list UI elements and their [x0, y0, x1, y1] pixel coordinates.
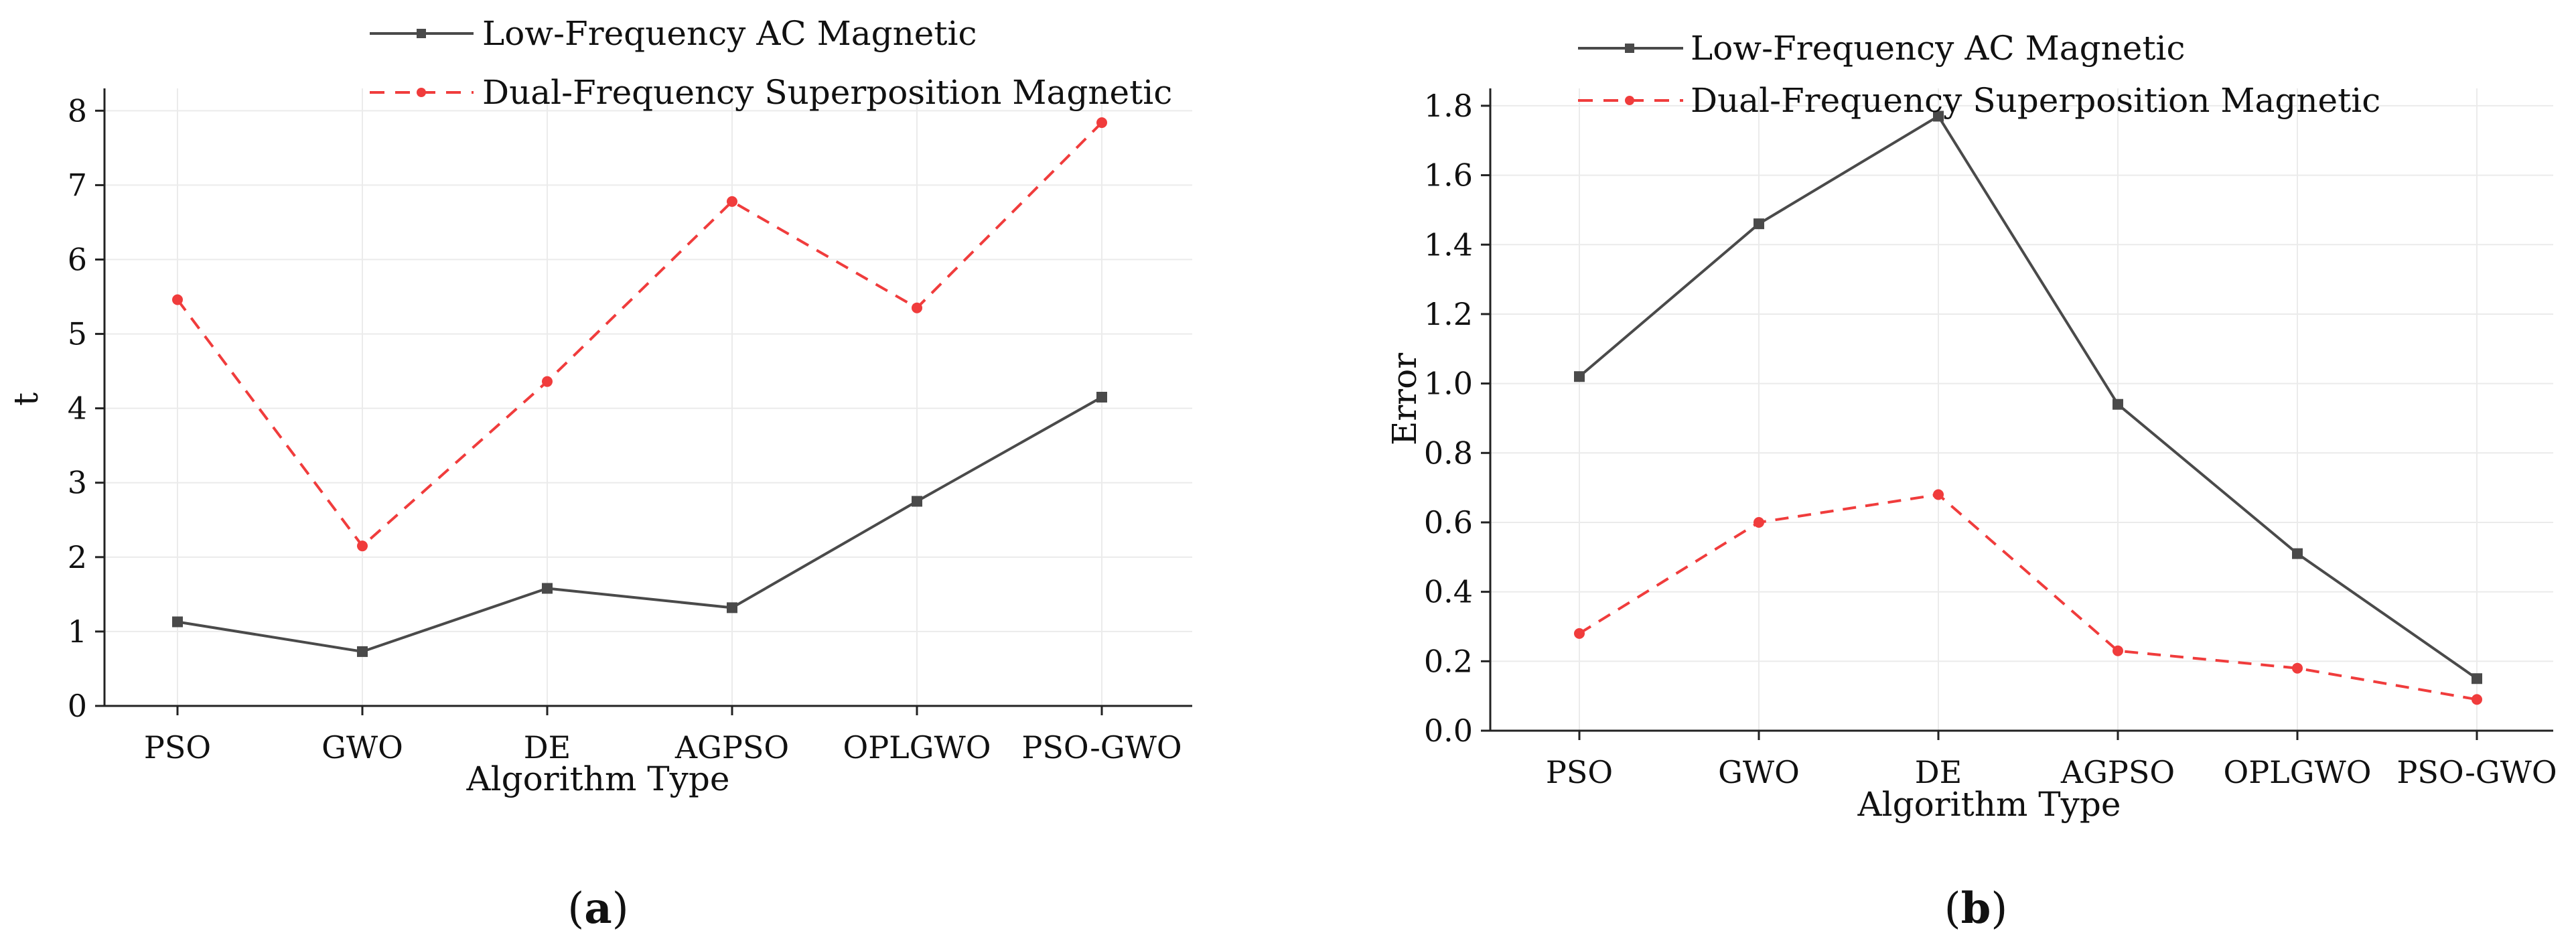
x-tick-label: PSO-GWO [1021, 729, 1182, 766]
y-tick-label: 0.8 [1424, 435, 1473, 471]
series-line-low-frequency [177, 396, 1102, 653]
series-a [172, 117, 1107, 657]
y-tick-label: 1.0 [1424, 366, 1473, 402]
ticks-a: 0 1 2 3 4 5 6 7 8 PSO GWO DE AGPSO OPLGWO PSO-GWO [68, 92, 1182, 766]
data-point-low-frequency [2113, 398, 2123, 410]
legend-label-dual-frequency: Dual-Frequency Superposition Magnetic [1691, 81, 2380, 120]
y-tick-label: 2 [68, 539, 87, 575]
y-tick-label: 0.6 [1424, 504, 1473, 540]
y-tick-label: 3 [68, 465, 87, 501]
legend-b: Low-Frequency AC Magnetic Dual-Frequency… [1578, 29, 2380, 120]
ticks-b: 0.0 0.2 0.4 0.6 0.8 1.0 1.2 1.4 1.6 1.8 PSO GWO DE AG… [1424, 88, 2557, 790]
data-point-low-frequency [172, 616, 183, 628]
x-tick-label: PSO-GWO [2396, 754, 2557, 790]
y-tick-label: 5 [68, 316, 87, 352]
y-tick-label: 4 [68, 390, 87, 427]
legend-marker-circle [1625, 96, 1634, 105]
data-point-dual-frequency [357, 540, 368, 552]
y-tick-label: 0.2 [1424, 643, 1473, 679]
x-tick-label: AGPSO [2060, 754, 2175, 790]
y-tick-label: 1.2 [1424, 296, 1473, 332]
legend-marker-circle [417, 88, 426, 97]
y-axis-title: Error [1385, 353, 1424, 445]
legend-item-dual-frequency: Dual-Frequency Superposition Magnetic [1578, 81, 2380, 120]
data-point-low-frequency [1096, 392, 1107, 403]
axes-a [103, 88, 1192, 707]
legend-marker-square [417, 29, 426, 38]
x-tick-label: PSO [144, 729, 211, 766]
data-point-dual-frequency [2113, 645, 2123, 656]
y-tick-label: 8 [68, 92, 87, 129]
x-tick-label: GWO [321, 729, 403, 766]
legend-label-low-frequency: Low-Frequency AC Magnetic [1691, 29, 2185, 68]
data-point-dual-frequency [1096, 117, 1107, 129]
data-point-dual-frequency [1933, 489, 1944, 500]
axes-b [1489, 88, 2553, 732]
caption-letter: a [584, 883, 612, 934]
x-tick-label: OPLGWO [843, 729, 991, 766]
x-tick-label: PSO [1546, 754, 1613, 790]
data-point-dual-frequency [727, 196, 737, 207]
x-axis-title: Algorithm Type [466, 759, 730, 798]
series-line-dual-frequency [1578, 493, 2478, 701]
caption-paren-close: ) [1991, 884, 2007, 934]
chart-panel-a: 0 1 2 3 4 5 6 7 8 PSO GWO DE AGPSO OPLGWO PSO-GWO Algo… [7, 14, 1192, 934]
x-tick-label: DE [1915, 754, 1962, 790]
y-tick-label: 1.6 [1424, 157, 1473, 194]
grid-b [1490, 88, 2553, 731]
y-tick-label: 1.4 [1424, 226, 1473, 263]
y-tick-label: 1.8 [1424, 88, 1473, 124]
y-tick-label: 0.4 [1424, 574, 1473, 610]
data-point-low-frequency [912, 496, 922, 507]
legend-item-dual-frequency: Dual-Frequency Superposition Magnetic [370, 73, 1172, 112]
y-tick-label: 0.0 [1424, 713, 1473, 749]
y-tick-label: 1 [68, 613, 87, 650]
series-b [1574, 111, 2482, 705]
data-point-low-frequency [2472, 673, 2482, 684]
data-point-low-frequency [357, 646, 368, 657]
x-axis-title: Algorithm Type [1857, 785, 2121, 824]
legend-label-dual-frequency: Dual-Frequency Superposition Magnetic [482, 73, 1172, 112]
legend-item-low-frequency: Low-Frequency AC Magnetic [1578, 29, 2185, 68]
y-tick-label: 7 [68, 167, 87, 203]
data-point-low-frequency [1754, 218, 1764, 230]
caption-letter: b [1961, 883, 1991, 934]
legend-a: Low-Frequency AC Magnetic Dual-Frequency… [370, 14, 1172, 112]
y-axis-title: t [7, 392, 46, 406]
data-point-low-frequency [542, 583, 553, 594]
legend-marker-square [1625, 44, 1634, 53]
series-line-dual-frequency [176, 121, 1103, 548]
data-point-dual-frequency [912, 302, 922, 313]
data-point-dual-frequency [2292, 662, 2303, 674]
data-point-low-frequency [2292, 548, 2303, 559]
x-tick-label: DE [524, 729, 571, 766]
panel-caption-a: (a) [567, 883, 628, 934]
data-point-dual-frequency [542, 376, 553, 387]
data-point-dual-frequency [2472, 694, 2482, 705]
data-point-low-frequency [1933, 111, 1944, 122]
caption-paren-open: ( [567, 884, 584, 934]
x-tick-label: OPLGWO [2224, 754, 2372, 790]
caption-paren-open: ( [1944, 884, 1961, 934]
x-tick-label: GWO [1718, 754, 1800, 790]
chart-panel-b: 0.0 0.2 0.4 0.6 0.8 1.0 1.2 1.4 1.6 1.8 PSO GWO DE AG… [1385, 29, 2557, 934]
data-point-dual-frequency [1574, 628, 1585, 639]
y-tick-label: 6 [68, 241, 87, 277]
legend-label-low-frequency: Low-Frequency AC Magnetic [482, 14, 977, 53]
data-point-low-frequency [727, 602, 737, 613]
data-point-dual-frequency [1754, 516, 1764, 528]
x-tick-label: AGPSO [674, 729, 789, 766]
data-point-dual-frequency [172, 294, 183, 305]
legend-item-low-frequency: Low-Frequency AC Magnetic [370, 14, 977, 53]
y-tick-label: 0 [68, 688, 87, 724]
grid-a [104, 88, 1192, 707]
caption-paren-close: ) [612, 884, 629, 934]
series-line-low-frequency [1578, 115, 2478, 680]
data-point-low-frequency [1574, 371, 1585, 382]
panel-caption-b: (b) [1944, 883, 2008, 934]
